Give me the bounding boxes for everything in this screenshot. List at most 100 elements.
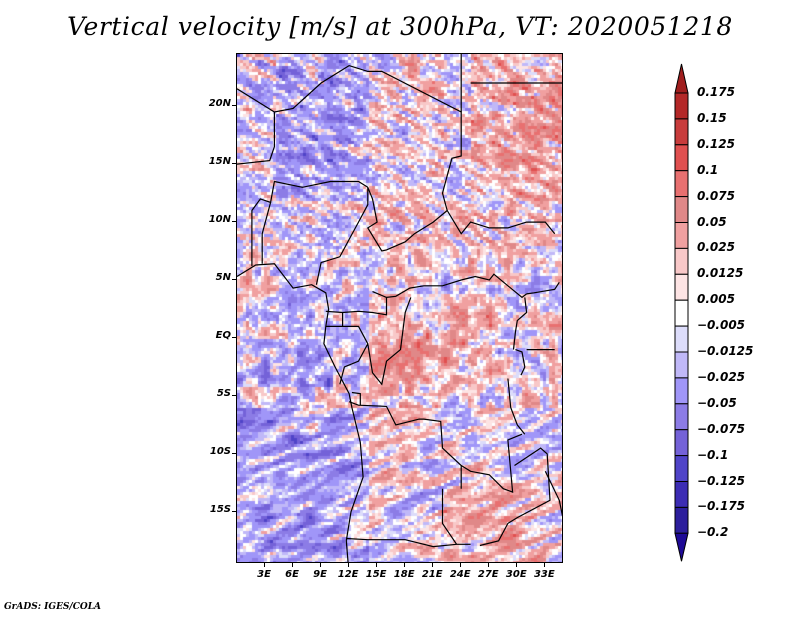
colorbar-bin — [674, 429, 689, 457]
x-tick-label: 15E — [365, 569, 387, 580]
colorbar-bin — [674, 196, 689, 224]
x-tick-label: 9E — [313, 569, 327, 580]
x-tick-mark — [488, 563, 490, 567]
grads-credit: GrADS: IGES/COLA — [4, 602, 102, 612]
border-line — [237, 112, 276, 165]
x-tick-label: 33E — [533, 569, 555, 580]
x-tick-label: 27E — [477, 569, 499, 580]
x-tick-mark — [264, 563, 266, 567]
colorbar-label: −0.005 — [697, 318, 746, 333]
x-tick-label: 6E — [285, 569, 299, 580]
colorbar-bin — [674, 92, 689, 120]
x-tick-mark — [432, 563, 434, 567]
border-line — [251, 198, 272, 267]
x-tick-mark — [404, 563, 406, 567]
x-tick-mark — [292, 563, 294, 567]
y-tick-mark — [232, 279, 236, 281]
y-tick-mark — [232, 105, 236, 107]
y-tick-mark — [232, 452, 236, 454]
colorbar-extend-max — [674, 63, 689, 94]
y-tick-label: EQ — [215, 329, 231, 341]
y-tick-mark — [232, 163, 236, 165]
y-tick-mark — [232, 221, 236, 223]
border-line — [366, 187, 448, 252]
colorbar-label: 0.05 — [697, 214, 727, 229]
border-line — [515, 349, 526, 376]
border-line — [237, 64, 462, 211]
y-tick-label: 5S — [216, 387, 231, 399]
country-borders — [237, 54, 562, 562]
border-line — [479, 447, 551, 547]
y-tick-label: 15N — [208, 156, 231, 168]
y-tick-mark — [232, 510, 236, 512]
colorbar-label: −0.05 — [697, 395, 737, 410]
x-tick-mark — [460, 563, 462, 567]
border-line — [270, 180, 369, 203]
border-line — [348, 401, 462, 489]
colorbar-label: −0.2 — [697, 525, 729, 540]
colorbar-bin — [674, 481, 689, 508]
border-line — [367, 297, 412, 386]
border-line — [507, 378, 526, 435]
colorbar-bin — [674, 273, 689, 301]
colorbar-label: −0.075 — [697, 421, 746, 436]
x-tick-mark — [348, 563, 350, 567]
colorbar-label: 0.0125 — [697, 266, 744, 281]
colorbar-bin — [674, 351, 689, 379]
colorbar-bin — [674, 170, 689, 198]
colorbar-label: −0.125 — [697, 473, 746, 488]
border-line — [441, 488, 458, 545]
y-tick-mark — [232, 394, 236, 396]
colorbar-bin — [674, 222, 689, 249]
x-tick-label: 24E — [449, 569, 471, 580]
y-tick-label: 5N — [215, 272, 231, 284]
velocity-field — [237, 54, 562, 562]
border-line — [512, 297, 528, 350]
x-tick-mark — [320, 563, 322, 567]
colorbar-label: 0.005 — [697, 292, 735, 307]
border-line — [351, 391, 361, 406]
colorbar-bin — [674, 325, 689, 353]
x-tick-mark — [516, 563, 518, 567]
border-line — [372, 273, 527, 299]
colorbar-bin — [674, 403, 689, 431]
colorbar-label: −0.175 — [697, 499, 746, 514]
border-line — [315, 187, 369, 285]
colorbar-bin — [674, 506, 689, 534]
colorbar-extend-min — [674, 532, 689, 562]
border-line — [544, 471, 562, 517]
border-line — [346, 537, 471, 548]
y-tick-label: 20N — [208, 98, 231, 110]
colorbar-bin — [674, 144, 689, 172]
colorbar-bin — [674, 299, 689, 327]
y-tick-label: 10S — [209, 445, 231, 457]
border-line — [237, 263, 364, 562]
colorbar-label: 0.075 — [697, 188, 735, 203]
colorbar-bin — [674, 247, 689, 275]
colorbar-label: 0.175 — [697, 85, 735, 99]
colorbar-bin — [674, 377, 689, 405]
x-tick-label: 21E — [421, 569, 443, 580]
border-line — [460, 433, 523, 493]
colorbar-label: 0.025 — [697, 240, 735, 255]
colorbar-bin — [674, 118, 689, 146]
border-line — [339, 325, 369, 385]
border-line — [446, 210, 556, 235]
y-tick-mark — [232, 336, 236, 338]
colorbar-label: 0.15 — [697, 110, 727, 125]
colorbar-label: −0.1 — [697, 447, 729, 462]
colorbar-label: −0.0125 — [697, 344, 754, 358]
colorbar-label: −0.025 — [697, 369, 746, 384]
x-tick-mark — [544, 563, 546, 567]
x-tick-label: 30E — [505, 569, 527, 580]
colorbar-label: 0.1 — [697, 162, 719, 177]
x-tick-mark — [376, 563, 378, 567]
chart-title: Vertical velocity [m/s] at 300hPa, VT: 2… — [67, 12, 733, 41]
y-tick-label: 10N — [208, 214, 231, 226]
y-tick-label: 15S — [209, 503, 231, 515]
x-tick-label: 12E — [337, 569, 359, 580]
colorbar-bin — [674, 455, 689, 483]
border-line — [526, 281, 560, 295]
map-panel — [236, 53, 563, 563]
